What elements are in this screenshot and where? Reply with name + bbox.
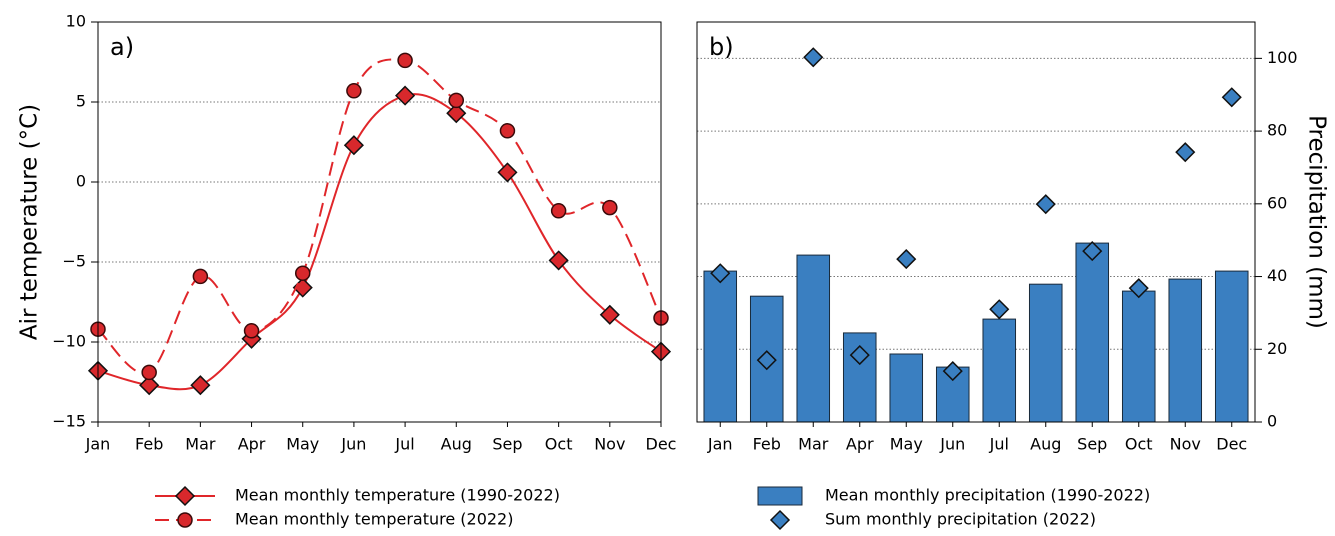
y-tick-label: −10 bbox=[52, 332, 86, 351]
legend-label: Mean monthly precipitation (1990-2022) bbox=[825, 486, 1150, 505]
panel-label: a) bbox=[110, 33, 134, 61]
y-tick-label: 60 bbox=[1267, 193, 1287, 212]
x-tick-label: Sep bbox=[1077, 435, 1107, 454]
y-tick-label: 10 bbox=[66, 12, 86, 31]
x-tick-label: May bbox=[286, 435, 319, 454]
marker bbox=[346, 83, 362, 99]
y-tick-label: 0 bbox=[76, 172, 86, 191]
marker bbox=[1175, 142, 1196, 163]
bar bbox=[1214, 270, 1249, 423]
marker bbox=[896, 249, 917, 270]
marker bbox=[395, 85, 416, 106]
marker bbox=[942, 361, 963, 382]
x-tick-label: Apr bbox=[846, 435, 874, 454]
marker bbox=[448, 92, 465, 109]
marker bbox=[499, 123, 516, 139]
marker bbox=[1082, 241, 1103, 262]
x-tick-label: Sep bbox=[492, 435, 522, 454]
marker bbox=[397, 52, 413, 69]
bar bbox=[1028, 283, 1063, 423]
bar bbox=[796, 254, 831, 423]
marker bbox=[602, 199, 618, 216]
y-tick-label: 0 bbox=[1267, 412, 1277, 431]
plot-frame bbox=[696, 21, 1256, 423]
marker bbox=[849, 345, 870, 366]
marker bbox=[1035, 194, 1056, 215]
marker bbox=[343, 135, 364, 156]
x-tick-label: Dec bbox=[646, 435, 677, 454]
marker bbox=[497, 162, 518, 183]
x-tick-label: Feb bbox=[753, 435, 781, 454]
marker bbox=[1128, 278, 1149, 299]
x-tick-label: Oct bbox=[1125, 435, 1153, 454]
marker bbox=[174, 485, 196, 507]
x-tick-label: Apr bbox=[238, 435, 266, 454]
x-tick-label: Mar bbox=[798, 435, 829, 454]
bar bbox=[1168, 278, 1203, 423]
x-tick-label: Jan bbox=[85, 435, 111, 454]
x-tick-label: Dec bbox=[1216, 435, 1247, 454]
marker bbox=[141, 364, 157, 381]
legend-label: Sum monthly precipitation (2022) bbox=[825, 510, 1096, 529]
x-tick-label: Oct bbox=[545, 435, 573, 454]
y-tick-label: −15 bbox=[52, 412, 86, 431]
marker bbox=[599, 304, 620, 325]
y-tick-label: 20 bbox=[1267, 339, 1287, 358]
marker bbox=[1221, 87, 1242, 108]
marker bbox=[989, 299, 1010, 320]
panel-label: b) bbox=[709, 33, 734, 61]
y-tick-label: 5 bbox=[76, 92, 86, 111]
x-tick-label: Jun bbox=[939, 435, 965, 454]
x-tick-label: Jul bbox=[989, 435, 1009, 454]
marker bbox=[548, 250, 569, 271]
x-tick-label: Feb bbox=[135, 435, 163, 454]
bar bbox=[703, 270, 738, 423]
x-tick-label: Jul bbox=[394, 435, 414, 454]
marker bbox=[710, 263, 731, 284]
y-axis-title: Air temperature (°C) bbox=[17, 104, 43, 340]
marker bbox=[139, 375, 160, 396]
marker bbox=[756, 350, 777, 371]
y-tick-label: 80 bbox=[1267, 121, 1287, 140]
marker bbox=[550, 203, 567, 219]
marker bbox=[243, 323, 260, 339]
marker bbox=[190, 375, 211, 396]
legend-label: Mean monthly temperature (1990-2022) bbox=[235, 486, 560, 505]
marker bbox=[177, 512, 193, 528]
bar bbox=[1075, 242, 1110, 423]
x-tick-label: Jan bbox=[707, 435, 733, 454]
line bbox=[97, 93, 662, 391]
x-tick-label: Jun bbox=[340, 435, 366, 454]
marker bbox=[769, 509, 791, 531]
y-axis-title: Precipitation (mm) bbox=[1304, 115, 1330, 329]
marker bbox=[803, 47, 824, 68]
y-tick-label: −5 bbox=[62, 252, 86, 271]
marker bbox=[446, 103, 467, 124]
bar bbox=[982, 318, 1017, 423]
x-tick-label: Nov bbox=[594, 435, 625, 454]
y-tick-label: 100 bbox=[1267, 48, 1298, 67]
plot-frame bbox=[97, 21, 662, 423]
x-tick-label: Nov bbox=[1170, 435, 1201, 454]
x-tick-label: Mar bbox=[185, 435, 216, 454]
bar bbox=[1121, 290, 1156, 423]
marker bbox=[192, 268, 209, 285]
line bbox=[97, 58, 662, 375]
marker bbox=[294, 265, 311, 281]
legend-swatch bbox=[757, 486, 803, 506]
x-tick-label: Aug bbox=[1030, 435, 1061, 454]
x-tick-label: Aug bbox=[441, 435, 472, 454]
bar bbox=[889, 353, 924, 423]
x-tick-label: May bbox=[890, 435, 923, 454]
y-tick-label: 40 bbox=[1267, 266, 1287, 285]
legend-label: Mean monthly temperature (2022) bbox=[235, 510, 513, 529]
